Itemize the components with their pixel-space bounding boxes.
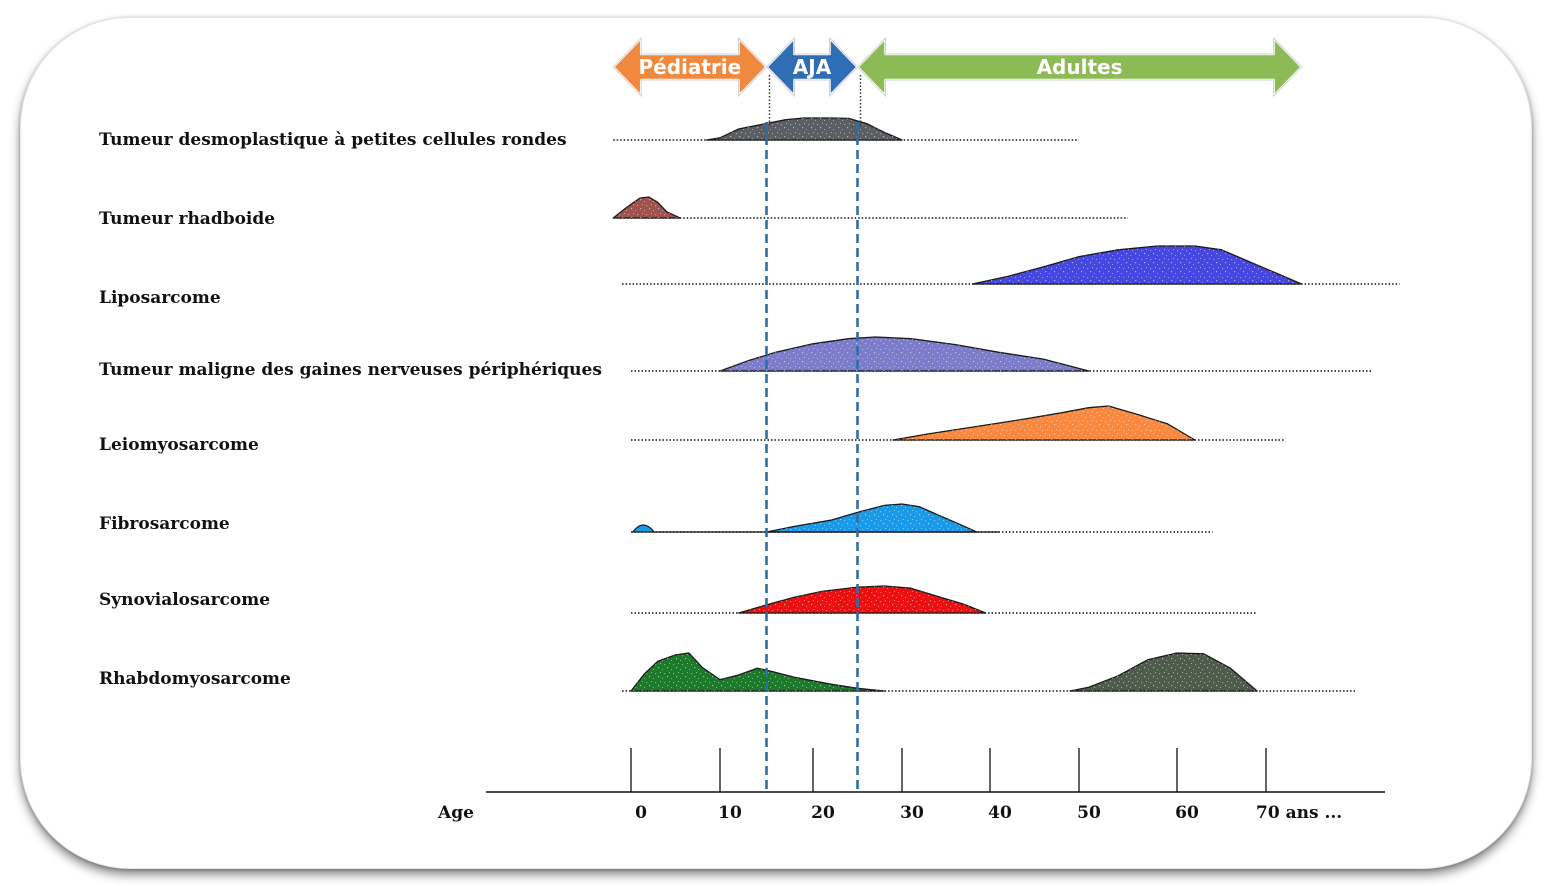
row-label: Rhabdomyosarcome bbox=[99, 669, 291, 689]
distribution-area-minor bbox=[631, 524, 656, 533]
distribution-texture bbox=[720, 337, 1089, 371]
row-synovialosarcome: Synovialosarcome bbox=[99, 585, 1258, 614]
phase-label: Adultes bbox=[1037, 55, 1123, 79]
row-label: Liposarcome bbox=[99, 288, 221, 308]
tick-label: 40 bbox=[988, 803, 1012, 823]
row-liposarcome: Liposarcome bbox=[99, 245, 1400, 308]
series-rows: Tumeur desmoplastique à petites cellules… bbox=[99, 117, 1400, 692]
phase-pediatrie: Pédiatrie bbox=[611, 36, 768, 98]
row-tumeur-maligne-des-gaines-nerveuses-peripheriques: Tumeur maligne des gaines nerveuses péri… bbox=[99, 336, 1373, 380]
row-leiomyosarcome: Leiomyosarcome bbox=[99, 405, 1284, 455]
row-rhabdomyosarcome: Rhabdomyosarcome bbox=[99, 652, 1355, 692]
age-phase-arrows: Pédiatrie AJA Adultes bbox=[611, 36, 1303, 98]
distribution-texture bbox=[631, 653, 885, 691]
row-label: Tumeur desmoplastique à petites cellules… bbox=[99, 130, 567, 150]
distribution-texture bbox=[1070, 653, 1258, 691]
x-axis-label: Age bbox=[437, 803, 474, 823]
distribution-texture bbox=[706, 118, 902, 140]
distribution-texture bbox=[972, 246, 1302, 284]
tick-label: 0 bbox=[635, 803, 647, 823]
tick-label: 10 bbox=[718, 803, 742, 823]
phase-label: Pédiatrie bbox=[638, 55, 741, 79]
phase-arrow bbox=[856, 36, 1303, 98]
phase-boundaries bbox=[765, 75, 862, 790]
phase-aja: AJA bbox=[765, 36, 859, 98]
distribution-texture bbox=[738, 586, 986, 613]
distribution-texture bbox=[766, 504, 977, 532]
tick-label: 70 ans ... bbox=[1256, 803, 1342, 823]
tick-label: 50 bbox=[1077, 803, 1101, 823]
row-label: Tumeur rhadboide bbox=[99, 209, 275, 229]
row-tumeur-desmoplastique-a-petites-cellules-rondes: Tumeur desmoplastique à petites cellules… bbox=[99, 117, 1079, 150]
row-label: Tumeur maligne des gaines nerveuses péri… bbox=[99, 360, 602, 380]
row-tumeur-rhadboide: Tumeur rhadboide bbox=[99, 196, 1128, 229]
row-label: Leiomyosarcome bbox=[99, 435, 259, 455]
phase-arrow-outline bbox=[856, 36, 1303, 98]
tick-label: 20 bbox=[811, 803, 835, 823]
tick-label: 30 bbox=[900, 803, 924, 823]
row-fibrosarcome: Fibrosarcome bbox=[99, 503, 1213, 534]
distribution-texture bbox=[613, 197, 680, 218]
x-axis: 0 10 20 30 40 50 60 70 ans ... Age bbox=[437, 748, 1385, 823]
phase-adultes: Adultes bbox=[856, 36, 1303, 98]
row-label: Synovialosarcome bbox=[99, 590, 270, 610]
distribution-texture bbox=[893, 406, 1195, 440]
chart-frame bbox=[20, 17, 1532, 869]
phase-label: AJA bbox=[793, 55, 832, 79]
row-label: Fibrosarcome bbox=[99, 514, 230, 534]
tick-label: 60 bbox=[1175, 803, 1199, 823]
